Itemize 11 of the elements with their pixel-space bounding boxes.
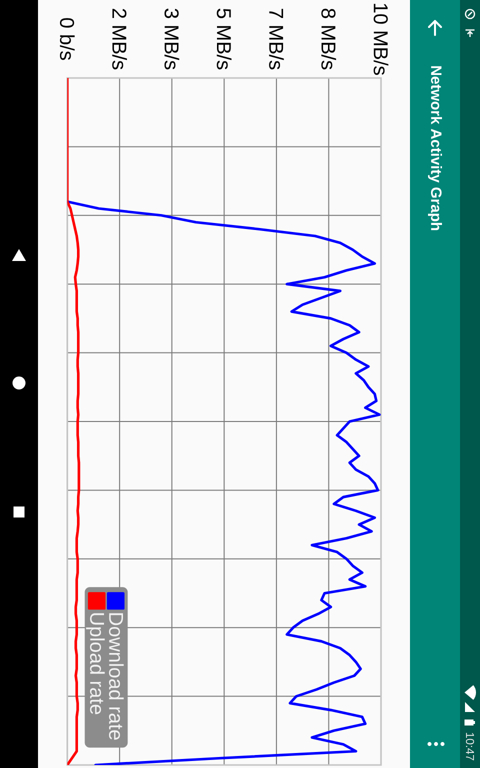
- x-tick-label: 0 b/s: [60, 18, 75, 60]
- text: 10:47: [466, 732, 474, 760]
- text: Network Activity Graph: [428, 66, 442, 230]
- legend-label: Upload rate: [86, 613, 105, 714]
- x-tick-label: 5 MB/s: [216, 8, 232, 70]
- x-tick-label: 3 MB/s: [164, 8, 180, 70]
- x-tick-label: 7 MB/s: [269, 8, 284, 70]
- legend-label: Download rate: [109, 613, 124, 740]
- x-tick-label: 2 MB/s: [112, 8, 127, 70]
- x-tick-label: 10 MB/s: [374, 4, 388, 75]
- x-tick-label: 8 MB/s: [321, 8, 336, 70]
